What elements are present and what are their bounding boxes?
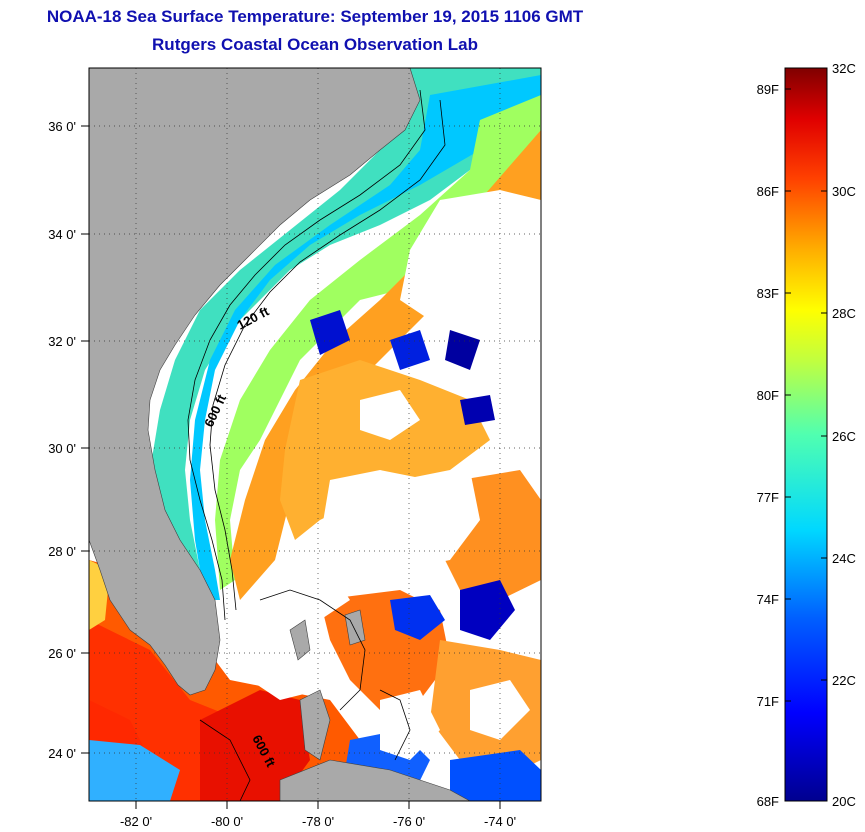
lon-tick-label: -80 0'	[211, 814, 243, 829]
map-title: NOAA-18 Sea Surface Temperature: Septemb…	[46, 7, 584, 26]
colorbar-f-label: 68F	[757, 794, 779, 809]
lat-tick-label: 24 0'	[48, 746, 76, 761]
temperature-colorbar	[784, 67, 828, 802]
colorbar-f-label: 86F	[757, 184, 779, 199]
colorbar-f-label: 77F	[757, 490, 779, 505]
lat-tick-label: 34 0'	[48, 227, 76, 242]
colorbar-c-label: 26C	[832, 429, 856, 444]
lat-tick-label: 28 0'	[48, 544, 76, 559]
lat-tick-label: 32 0'	[48, 334, 76, 349]
map-subtitle: Rutgers Coastal Ocean Observation Lab	[152, 35, 478, 54]
plot-frame	[88, 67, 542, 802]
lon-tick-label: -82 0'	[120, 814, 152, 829]
colorbar-fahrenheit-ticks	[785, 88, 791, 702]
lon-tick-label: -76 0'	[393, 814, 425, 829]
colorbar-c-label: 28C	[832, 306, 856, 321]
bathymetry-contours	[187, 89, 446, 801]
colorbar-f-label: 89F	[757, 82, 779, 97]
sst-map-area: 120 ft 600 ft 600 ft	[89, 68, 541, 801]
landmass	[89, 68, 471, 801]
lat-tick-label: 36 0'	[48, 119, 76, 134]
colorbar-c-label: 22C	[832, 673, 856, 688]
colorbar-celsius-ticks	[821, 190, 827, 681]
lon-tick-label: -74 0'	[484, 814, 516, 829]
graticule	[89, 68, 541, 801]
colorbar-f-label: 80F	[757, 388, 779, 403]
colorbar-c-label: 32C	[832, 61, 856, 76]
axis-ticks	[81, 125, 501, 809]
colorbar-f-label: 74F	[757, 592, 779, 607]
colorbar-c-label: 30C	[832, 184, 856, 199]
lon-tick-label: -78 0'	[302, 814, 334, 829]
colorbar-f-label: 71F	[757, 694, 779, 709]
lat-tick-label: 26 0'	[48, 646, 76, 661]
colorbar-c-label: 20C	[832, 794, 856, 809]
colorbar-c-label: 24C	[832, 551, 856, 566]
colorbar-f-label: 83F	[757, 286, 779, 301]
lat-tick-label: 30 0'	[48, 441, 76, 456]
